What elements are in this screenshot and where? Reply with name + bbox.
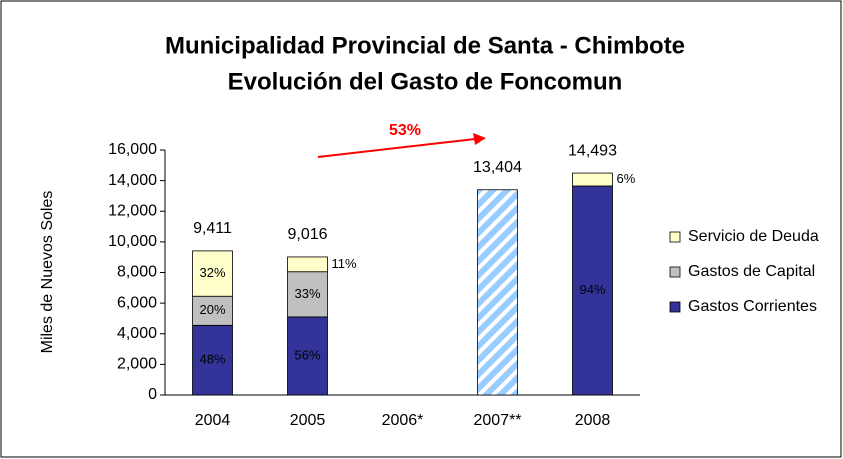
arrow-head xyxy=(473,133,486,145)
legend-swatch xyxy=(669,231,681,243)
segment-label: 20% xyxy=(199,302,225,317)
y-tick-label: 2,000 xyxy=(117,356,157,373)
y-axis-label: Miles de Nuevos Soles xyxy=(39,191,56,354)
y-tick-label: 12,000 xyxy=(108,202,157,219)
y-tick-label: 14,000 xyxy=(108,172,157,189)
x-tick-label: 2008 xyxy=(575,412,611,429)
segment-label: 33% xyxy=(294,286,320,301)
bar-segment xyxy=(287,256,328,273)
y-tick-label: 10,000 xyxy=(108,233,157,250)
segment-label: 11% xyxy=(332,256,357,271)
x-tick-label: 2007** xyxy=(473,412,521,429)
legend-label: Servicio de Deuda xyxy=(688,228,819,245)
y-tick-label: 6,000 xyxy=(117,294,157,311)
chart-title: Municipalidad Provincial de Santa - Chim… xyxy=(165,32,685,59)
legend-label: Gastos Corrientes xyxy=(688,298,817,315)
segment-label: 56% xyxy=(294,347,320,362)
bar-segment xyxy=(572,172,613,187)
y-tick-label: 8,000 xyxy=(117,264,157,281)
legend-swatch xyxy=(669,301,681,313)
legend-swatch xyxy=(669,266,681,278)
total-label: 9,411 xyxy=(193,220,232,237)
legend-label: Gastos de Capital xyxy=(688,263,815,280)
total-label: 13,404 xyxy=(473,159,522,176)
growth-arrow xyxy=(317,138,476,158)
y-tick-label: 16,000 xyxy=(108,141,157,158)
x-tick-label: 2006* xyxy=(382,412,424,429)
bar-segment xyxy=(287,316,328,396)
segment-label: 48% xyxy=(199,352,225,367)
annotation: 53% xyxy=(389,122,421,139)
x-tick-label: 2004 xyxy=(195,412,231,429)
bar-segment xyxy=(192,295,233,326)
bar-segment xyxy=(192,250,233,297)
total-label: 14,493 xyxy=(568,142,617,159)
segment-label: 6% xyxy=(617,171,636,186)
bar-total xyxy=(477,189,518,396)
x-tick-label: 2005 xyxy=(290,412,326,429)
bar-segment xyxy=(192,324,233,396)
segment-label: 94% xyxy=(579,282,605,297)
y-tick-label: 4,000 xyxy=(117,325,157,342)
total-label: 9,016 xyxy=(287,226,327,243)
y-tick-label: 0 xyxy=(148,386,157,403)
chart-subtitle: Evolución del Gasto de Foncomun xyxy=(228,68,623,95)
segment-label: 32% xyxy=(199,265,225,280)
